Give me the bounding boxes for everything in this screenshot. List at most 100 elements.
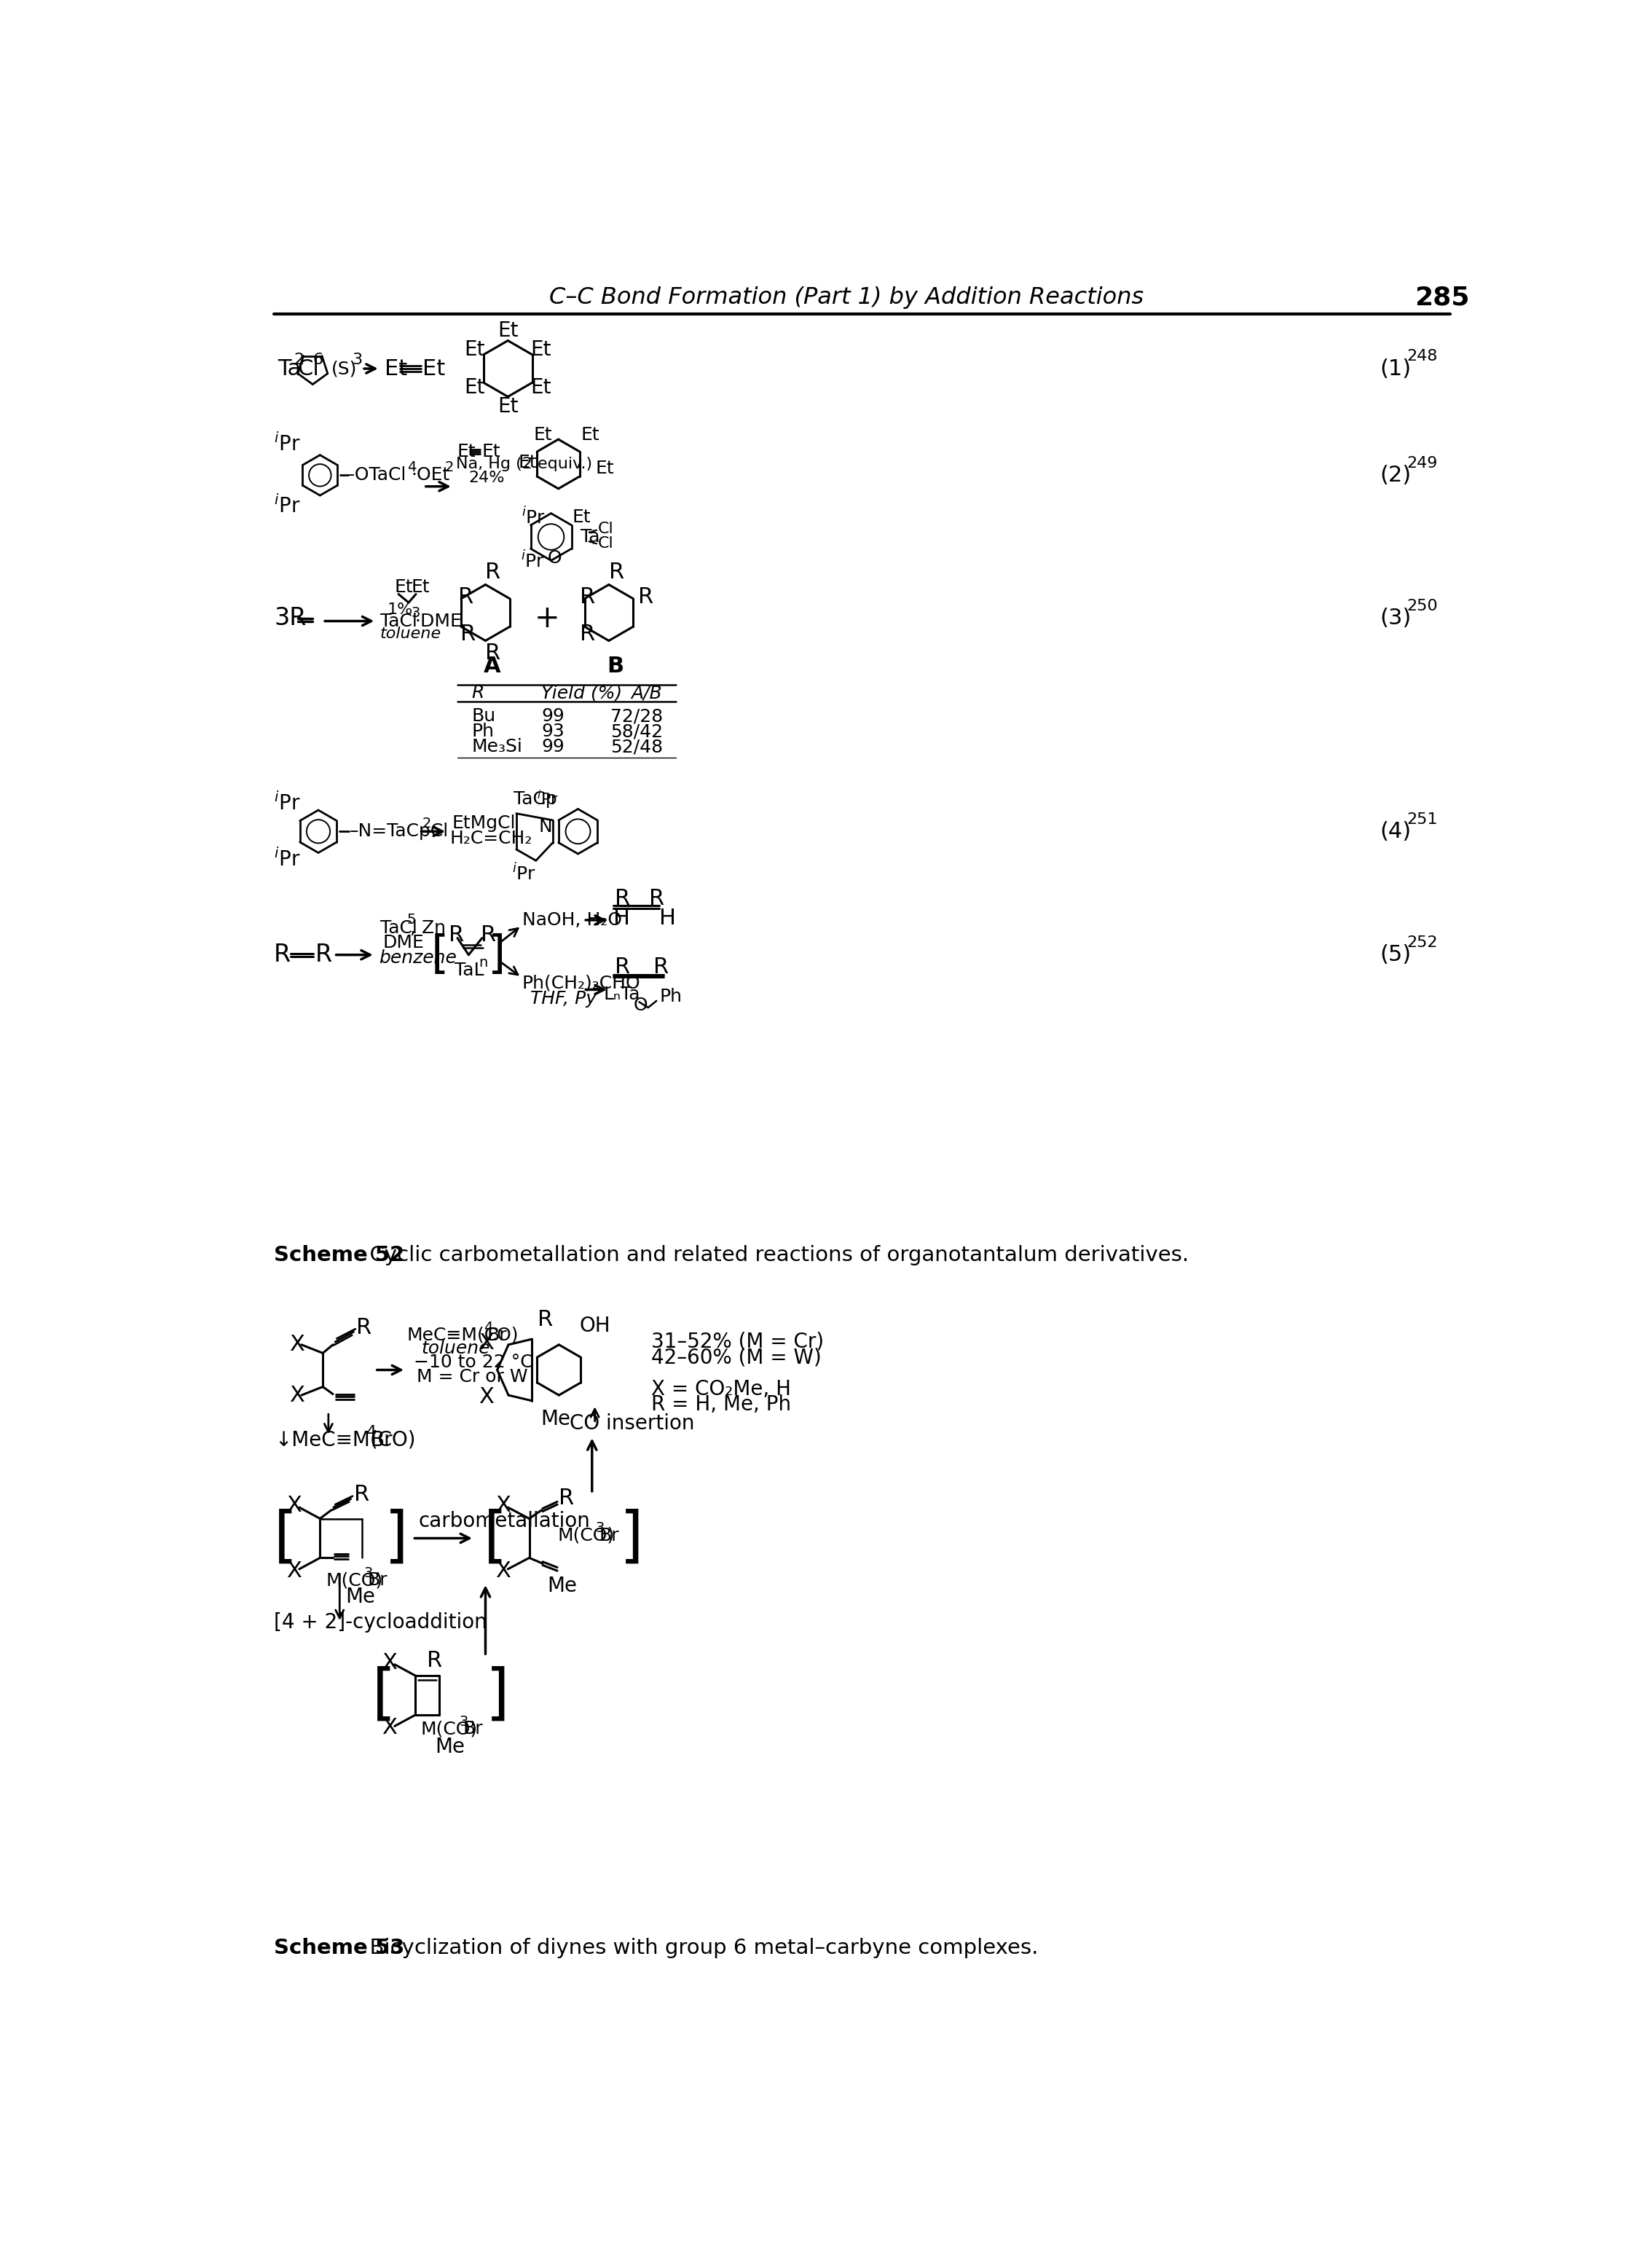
Text: Yield (%): Yield (%) <box>542 685 623 701</box>
Text: (2): (2) <box>1379 464 1411 487</box>
Text: 2: 2 <box>294 352 304 367</box>
Text: Ph: Ph <box>659 987 682 1005</box>
Text: ↓MeC≡M(CO): ↓MeC≡M(CO) <box>276 1429 416 1449</box>
Text: Et: Et <box>458 444 476 460</box>
Text: R: R <box>354 1483 368 1506</box>
Text: X: X <box>479 1386 494 1406</box>
Text: H₂C=CH₂: H₂C=CH₂ <box>449 829 532 848</box>
Text: OH: OH <box>580 1316 611 1337</box>
Text: ]: ] <box>487 933 506 976</box>
Text: X: X <box>289 1384 304 1406</box>
Text: Et: Et <box>530 376 552 399</box>
Text: 5: 5 <box>406 913 416 926</box>
Text: 6: 6 <box>312 352 324 367</box>
Text: R: R <box>558 1488 573 1508</box>
Text: X: X <box>496 1560 510 1582</box>
Text: CO insertion: CO insertion <box>570 1413 694 1434</box>
Text: R: R <box>458 586 474 609</box>
Text: 250: 250 <box>1408 600 1437 613</box>
Text: M(CO): M(CO) <box>557 1526 615 1544</box>
Text: Br: Br <box>370 1429 392 1449</box>
Text: R: R <box>316 942 332 967</box>
Text: ·OEt: ·OEt <box>411 467 449 485</box>
Text: Et: Et <box>497 397 519 417</box>
Text: $^i$Pr: $^i$Pr <box>512 863 537 884</box>
Text: 3: 3 <box>459 1715 468 1729</box>
Text: Et: Et <box>582 426 600 444</box>
Text: (3): (3) <box>1379 609 1411 629</box>
Text: C–C Bond Formation (Part 1) by Addition Reactions: C–C Bond Formation (Part 1) by Addition … <box>550 286 1143 309</box>
Text: A/B: A/B <box>631 685 662 701</box>
Text: ]: ] <box>385 1508 408 1569</box>
Text: (1): (1) <box>1379 358 1411 379</box>
Text: R: R <box>357 1316 372 1339</box>
Text: Et: Et <box>385 358 408 379</box>
Text: X: X <box>286 1494 302 1517</box>
Text: carbometallation: carbometallation <box>418 1510 590 1533</box>
Text: X: X <box>289 1334 304 1355</box>
Text: N: N <box>539 818 552 836</box>
Text: M(CO): M(CO) <box>325 1571 383 1589</box>
Text: Br: Br <box>600 1526 620 1544</box>
Text: –N=TaCpCl: –N=TaCpCl <box>349 823 448 841</box>
Text: R = H, Me, Ph: R = H, Me, Ph <box>651 1395 791 1416</box>
Text: $^i$Pr: $^i$Pr <box>274 791 301 814</box>
Text: Ta: Ta <box>278 358 301 379</box>
Text: R: R <box>537 1310 553 1330</box>
Text: X: X <box>286 1560 302 1582</box>
Text: H: H <box>659 908 676 929</box>
Text: (S): (S) <box>330 361 357 376</box>
Text: R: R <box>486 642 501 663</box>
Text: R: R <box>448 924 464 947</box>
Text: 42–60% (M = W): 42–60% (M = W) <box>651 1348 821 1368</box>
Text: Cyclic carbometallation and related reactions of organotantalum derivatives.: Cyclic carbometallation and related reac… <box>357 1244 1189 1264</box>
Text: Et: Et <box>534 426 552 444</box>
Text: Et: Et <box>464 376 486 399</box>
Text: R: R <box>580 624 595 645</box>
Text: n: n <box>479 956 487 969</box>
Text: R: R <box>615 956 629 978</box>
Text: MeC≡M(CO): MeC≡M(CO) <box>406 1325 519 1343</box>
Text: +: + <box>535 604 560 633</box>
Text: O: O <box>547 550 562 568</box>
Text: ]: ] <box>620 1508 644 1569</box>
Text: M = Cr or W: M = Cr or W <box>416 1368 527 1386</box>
Text: R: R <box>638 586 654 609</box>
Text: 93: 93 <box>542 724 565 739</box>
Text: 3: 3 <box>352 352 362 367</box>
Text: Scheme 52: Scheme 52 <box>274 1244 405 1264</box>
Text: Br: Br <box>368 1571 388 1589</box>
Text: [: [ <box>274 1508 297 1569</box>
Text: M(CO): M(CO) <box>421 1720 477 1738</box>
Text: H: H <box>613 908 629 929</box>
Text: 31–52% (M = Cr): 31–52% (M = Cr) <box>651 1332 824 1352</box>
Text: TaCl: TaCl <box>380 920 416 938</box>
Text: DME: DME <box>383 933 425 951</box>
Text: 2: 2 <box>444 460 454 473</box>
Text: 58/42: 58/42 <box>611 724 662 739</box>
Text: X: X <box>382 1652 396 1672</box>
Text: Me₃Si: Me₃Si <box>471 737 522 755</box>
Text: Et: Et <box>595 460 615 478</box>
Text: Bicyclization of diynes with group 6 metal–carbyne complexes.: Bicyclization of diynes with group 6 met… <box>357 1938 1039 1959</box>
Text: Et: Et <box>411 579 430 595</box>
Text: X: X <box>382 1718 396 1738</box>
Text: 1%: 1% <box>387 602 413 618</box>
Text: 52/48: 52/48 <box>611 737 662 755</box>
Text: (5): (5) <box>1379 944 1411 965</box>
Text: Br: Br <box>463 1720 482 1738</box>
Text: TaCp: TaCp <box>514 791 557 807</box>
Text: Me: Me <box>345 1587 375 1607</box>
Text: [: [ <box>484 1508 507 1569</box>
Text: 285: 285 <box>1414 284 1469 309</box>
Text: toluene: toluene <box>380 627 441 640</box>
Text: [: [ <box>431 933 448 976</box>
Text: 4: 4 <box>484 1321 492 1334</box>
Text: $^i$Pr: $^i$Pr <box>274 496 301 516</box>
Text: 251: 251 <box>1408 811 1437 827</box>
Text: 3: 3 <box>363 1567 373 1580</box>
Text: Bu: Bu <box>471 708 496 726</box>
Text: 248: 248 <box>1408 349 1437 363</box>
Text: R: R <box>610 561 624 584</box>
Text: NaOH, H₂O: NaOH, H₂O <box>522 911 621 929</box>
